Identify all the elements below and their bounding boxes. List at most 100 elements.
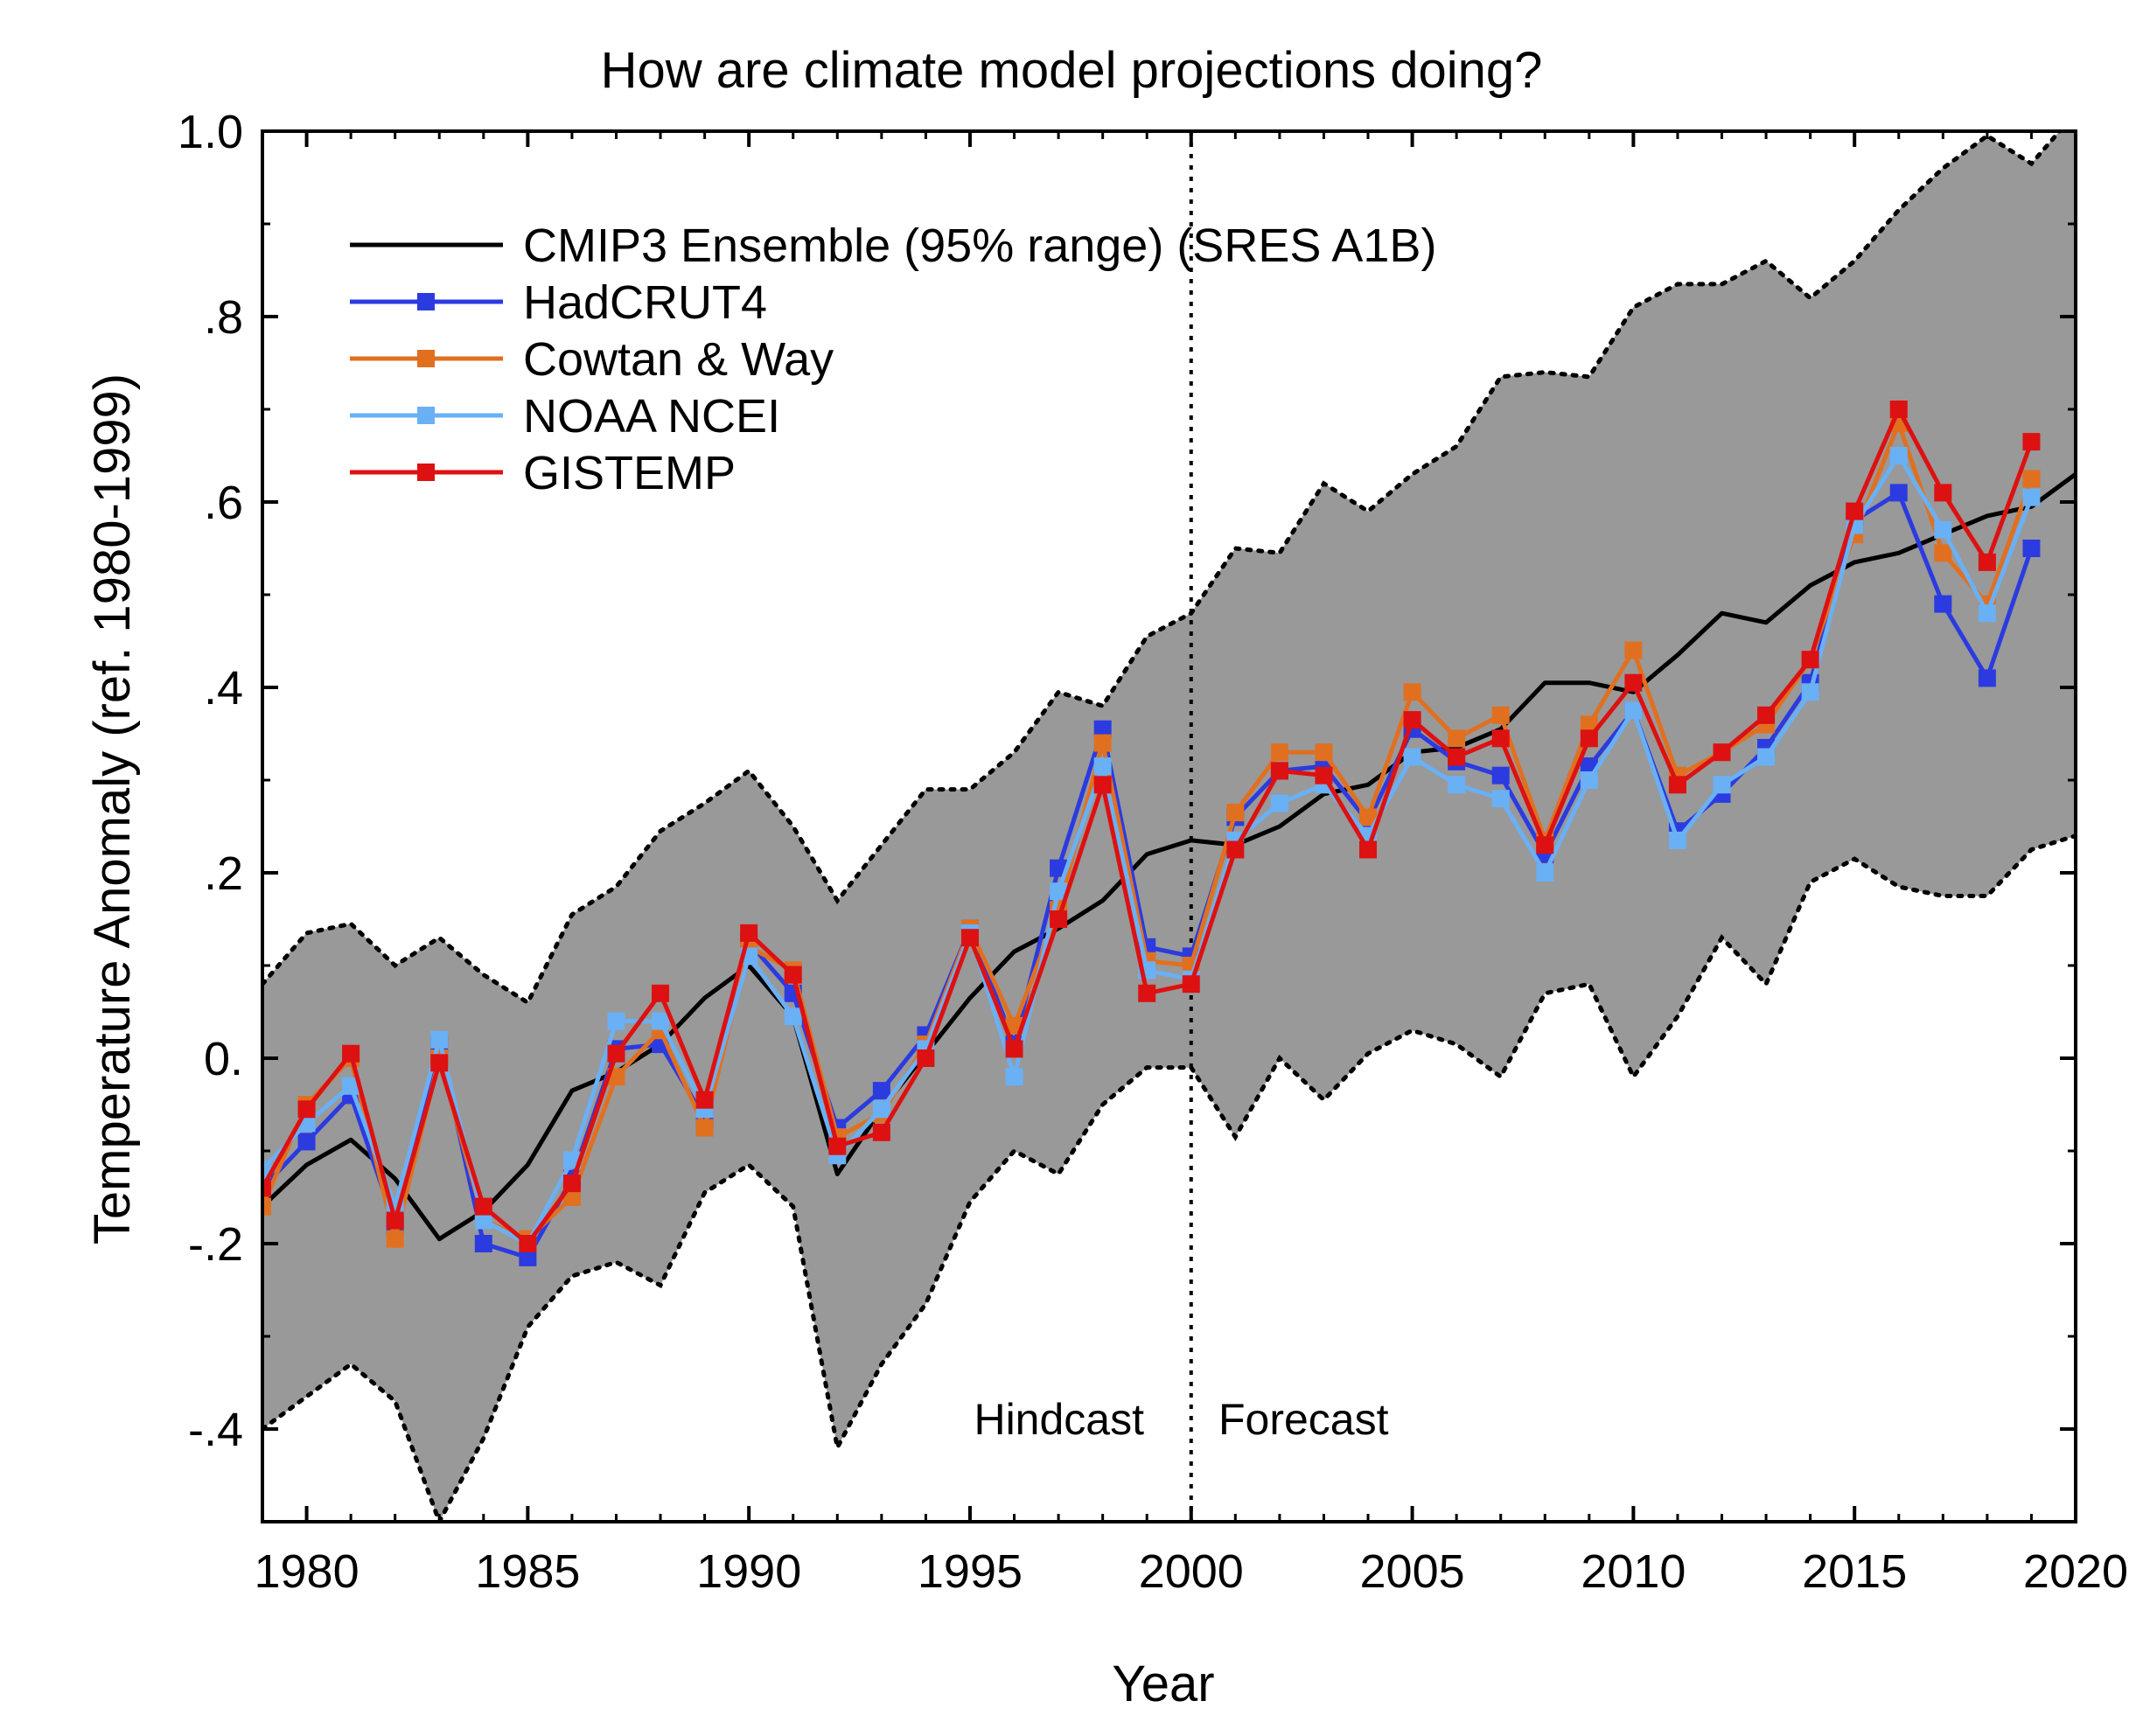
cmip3-upper-bound	[262, 131, 2063, 1006]
x-tick-label-1985: 1985	[475, 1545, 580, 1598]
legend: CMIP3 Ensemble (95% range) (SRES A1B)Had…	[350, 220, 1436, 499]
point-cowtan-way-2017	[1934, 544, 1952, 562]
y-tick-label-7: 1.0	[178, 106, 243, 158]
legend-marker-cowtan-way	[417, 350, 435, 367]
point-noaa-ncei-2005	[1403, 748, 1421, 766]
y-axis-ticks: -.4 -.2 0. .2 .4 .6 .8 1.0	[178, 106, 2076, 1523]
point-gistemp-1997	[1050, 910, 1068, 928]
legend-entry-cowtan-way: Cowtan & Way	[350, 333, 834, 386]
point-gistemp-2003	[1315, 766, 1333, 784]
point-gistemp-1981	[342, 1044, 360, 1063]
point-gistemp-2004	[1359, 840, 1378, 859]
point-hadcrut4-1980	[297, 1133, 316, 1151]
x-tick-label-2015: 2015	[1802, 1545, 1907, 1598]
point-gistemp-2009	[1580, 729, 1598, 748]
point-gistemp-1988	[652, 984, 670, 1002]
point-gistemp-1999	[1138, 984, 1156, 1002]
x-tick-label-1980: 1980	[254, 1545, 359, 1598]
point-gistemp-2002	[1270, 762, 1288, 780]
point-hadcrut4-2017	[1934, 595, 1952, 613]
legend-marker-hadcrut4	[417, 293, 435, 310]
point-gistemp-2001	[1226, 840, 1245, 859]
point-gistemp-2015	[1846, 502, 1864, 520]
point-noaa-ncei-2010	[1624, 701, 1643, 720]
point-gistemp-2005	[1403, 711, 1421, 729]
point-cowtan-way-2001	[1226, 804, 1245, 822]
point-hadcrut4-1985	[519, 1248, 537, 1266]
legend-label-cmip3-ensemble-95-range-sres-a1b: CMIP3 Ensemble (95% range) (SRES A1B)	[523, 220, 1436, 272]
legend-label-noaa-ncei: NOAA NCEI	[523, 390, 780, 443]
point-gistemp-2017	[1934, 484, 1952, 502]
cmip3-range-band	[262, 131, 2076, 1522]
legend-entry-noaa-ncei: NOAA NCEI	[350, 390, 780, 443]
point-hadcrut4-1984	[474, 1235, 492, 1252]
point-noaa-ncei-2006	[1448, 776, 1466, 794]
forecast-annotation: Forecast	[1218, 1395, 1389, 1444]
point-cowtan-way-1998	[1093, 734, 1112, 752]
point-cowtan-way-2007	[1491, 706, 1510, 724]
point-gistemp-1987	[607, 1044, 625, 1063]
point-noaa-ncei-2012	[1713, 776, 1731, 794]
plot-frame-layer	[261, 129, 2077, 1523]
point-gistemp-1994	[917, 1049, 935, 1067]
point-cowtan-way-1982	[386, 1230, 404, 1248]
point-cowtan-way-2006	[1448, 729, 1466, 748]
x-tick-label-1995: 1995	[918, 1545, 1023, 1598]
y-tick-label-4: .4	[204, 662, 243, 715]
point-gistemp-2016	[1889, 401, 1908, 418]
point-noaa-ncei-2019	[2022, 488, 2041, 506]
y-tick-label-3: .2	[204, 847, 243, 900]
point-noaa-ncei-1984	[474, 1211, 492, 1230]
point-gistemp-1993	[872, 1123, 890, 1141]
x-tick-label-1990: 1990	[696, 1545, 801, 1598]
point-gistemp-2014	[1801, 651, 1819, 669]
point-gistemp-1992	[828, 1137, 847, 1155]
point-gistemp-1990	[740, 924, 758, 942]
point-cowtan-way-1979	[262, 1197, 271, 1216]
point-gistemp-1979	[262, 1179, 271, 1197]
point-cowtan-way-2004	[1359, 808, 1378, 826]
point-noaa-ncei-2014	[1801, 683, 1819, 701]
legend-label-cowtan-way: Cowtan & Way	[523, 333, 834, 386]
point-cowtan-way-2010	[1624, 641, 1643, 659]
point-hadcrut4-1998	[1093, 720, 1112, 738]
point-gistemp-1984	[474, 1197, 492, 1216]
point-noaa-ncei-2009	[1580, 771, 1598, 789]
point-noaa-ncei-1988	[652, 1012, 670, 1030]
point-gistemp-2010	[1624, 673, 1643, 692]
point-noaa-ncei-1993	[872, 1100, 890, 1119]
legend-entry-cmip3-ensemble-95-range-sres-a1b: CMIP3 Ensemble (95% range) (SRES A1B)	[350, 220, 1436, 272]
legend-entry-hadcrut4: HadCRUT4	[350, 276, 767, 329]
legend-label-gistemp: GISTEMP	[523, 447, 736, 499]
point-gistemp-2018	[1978, 553, 1996, 571]
point-noaa-ncei-2002	[1270, 794, 1288, 812]
point-gistemp-2000	[1182, 975, 1200, 993]
x-axis-label: Year	[1112, 1656, 1214, 1712]
point-gistemp-1983	[430, 1054, 449, 1072]
point-gistemp-1985	[519, 1235, 537, 1252]
point-noaa-ncei-2008	[1536, 864, 1554, 882]
point-gistemp-2006	[1448, 748, 1466, 766]
legend-label-hadcrut4: HadCRUT4	[523, 276, 767, 329]
point-gistemp-2013	[1757, 706, 1776, 724]
y-tick-label-1: -.2	[188, 1218, 243, 1271]
point-gistemp-1980	[297, 1100, 316, 1119]
point-cowtan-way-2019	[2022, 470, 2041, 488]
y-axis-label: Temperature Anomaly (ref. 1980-1999)	[84, 373, 141, 1244]
point-hadcrut4-2018	[1978, 669, 1996, 687]
point-noaa-ncei-2016	[1889, 447, 1908, 464]
point-hadcrut4-2019	[2022, 540, 2041, 557]
x-tick-label-2020: 2020	[2023, 1545, 2128, 1598]
point-noaa-ncei-2007	[1491, 790, 1510, 808]
point-hadcrut4-2016	[1889, 484, 1908, 502]
point-gistemp-1995	[960, 929, 979, 947]
point-gistemp-1989	[695, 1091, 714, 1109]
cmip3-range-band-layer	[262, 131, 2076, 1522]
point-gistemp-2007	[1491, 729, 1510, 748]
point-noaa-ncei-1991	[784, 1007, 802, 1026]
legend-entry-gistemp: GISTEMP	[350, 447, 736, 499]
point-noaa-ncei-1997	[1050, 882, 1068, 901]
hindcast-annotation: Hindcast	[974, 1395, 1144, 1444]
x-axis-ticks: 1980 1985 1990 1995 2000 2005 2010 2015 2020	[254, 131, 2128, 1598]
